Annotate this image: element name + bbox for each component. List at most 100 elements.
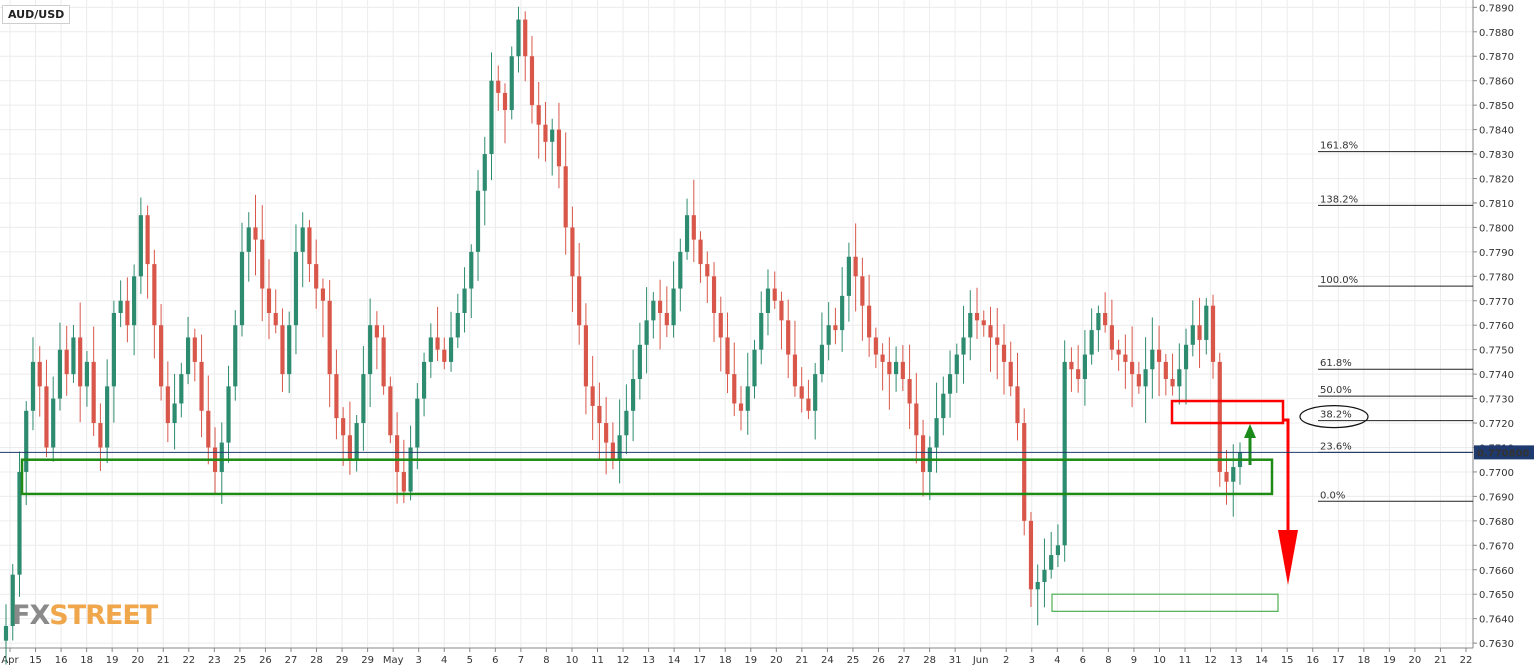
fib-label: 61.8% bbox=[1320, 358, 1352, 369]
x-tick-label: 2 bbox=[1003, 655, 1009, 666]
candle-body bbox=[947, 374, 953, 394]
candle-body bbox=[71, 337, 76, 375]
candle-body bbox=[341, 418, 346, 436]
candle-body bbox=[219, 442, 224, 472]
logo-fx: FX bbox=[12, 600, 50, 631]
y-tick-label: 0.7630 bbox=[1479, 639, 1514, 650]
candle-body bbox=[556, 129, 562, 167]
x-tick-label: 18 bbox=[719, 655, 732, 666]
candle-body bbox=[900, 361, 905, 380]
y-tick-label: 0.7740 bbox=[1479, 370, 1514, 381]
x-tick-label: 10 bbox=[566, 655, 579, 666]
candle-body bbox=[354, 423, 359, 460]
x-tick-label: 12 bbox=[617, 655, 630, 666]
candle-body bbox=[1217, 361, 1222, 472]
candle-body bbox=[988, 325, 993, 338]
y-tick-label: 0.7650 bbox=[1479, 590, 1514, 601]
x-tick-label: 28 bbox=[923, 655, 936, 666]
y-tick-label: 0.7800 bbox=[1479, 223, 1514, 234]
candle-body bbox=[590, 386, 595, 406]
candle-body bbox=[172, 403, 177, 424]
candle-body bbox=[752, 349, 757, 387]
candle-body bbox=[529, 56, 535, 106]
y-tick-label: 0.7820 bbox=[1479, 175, 1514, 186]
x-tick-label: 15 bbox=[1281, 655, 1294, 666]
candle-body bbox=[260, 239, 265, 289]
candle-body bbox=[1055, 545, 1061, 556]
candle-body bbox=[1096, 312, 1101, 331]
candle-body bbox=[1190, 325, 1195, 345]
fib-label: 0.0% bbox=[1320, 490, 1345, 501]
x-tick-label: 15 bbox=[29, 655, 42, 666]
candle-body bbox=[482, 154, 487, 191]
candle-body bbox=[1069, 361, 1074, 370]
candle-body bbox=[637, 344, 642, 380]
candle-body bbox=[894, 361, 899, 375]
candle-body bbox=[1163, 361, 1168, 380]
candle-body bbox=[583, 325, 589, 387]
candle-body bbox=[489, 80, 494, 155]
candle-body bbox=[442, 349, 447, 362]
x-tick-label: 14 bbox=[668, 655, 681, 666]
candle-body bbox=[691, 215, 696, 240]
candle-body bbox=[185, 337, 191, 375]
x-tick-label: 19 bbox=[744, 655, 757, 666]
y-tick-label: 0.7700 bbox=[1479, 468, 1514, 479]
candle-body bbox=[1130, 361, 1135, 375]
candle-body bbox=[570, 227, 575, 277]
candle-body bbox=[1042, 569, 1047, 582]
candle-body bbox=[165, 386, 170, 424]
candle-body bbox=[206, 410, 211, 448]
candle-body bbox=[819, 344, 825, 375]
candle-body bbox=[30, 361, 36, 411]
candle-body bbox=[152, 264, 157, 326]
candle-body bbox=[98, 423, 103, 448]
candle-body bbox=[293, 251, 299, 326]
x-tick-label: 25 bbox=[234, 655, 247, 666]
candle-body bbox=[610, 442, 615, 460]
x-tick-label: 31 bbox=[949, 655, 962, 666]
candle-body bbox=[651, 300, 656, 321]
y-tick-label: 0.7690 bbox=[1479, 492, 1514, 503]
x-tick-label: 7 bbox=[518, 655, 524, 666]
candle-body bbox=[374, 325, 379, 338]
candle-body bbox=[840, 295, 845, 331]
candle-body bbox=[421, 361, 427, 399]
candle-body bbox=[934, 418, 939, 448]
x-tick-label: 28 bbox=[310, 655, 323, 666]
fib-label: 161.8% bbox=[1320, 141, 1358, 152]
candle-body bbox=[1150, 349, 1155, 370]
candle-body bbox=[954, 354, 959, 375]
candle-body bbox=[759, 312, 764, 350]
candle-body bbox=[334, 374, 339, 419]
candle-body bbox=[118, 300, 123, 313]
y-tick-label: 0.7880 bbox=[1479, 28, 1514, 39]
candle-body bbox=[84, 361, 90, 387]
y-tick-label: 0.7850 bbox=[1479, 101, 1514, 112]
x-tick-label: 20 bbox=[1409, 655, 1422, 666]
candle-body bbox=[1156, 349, 1162, 362]
y-tick-label: 0.7760 bbox=[1479, 321, 1514, 332]
x-tick-label: 24 bbox=[821, 655, 834, 666]
candle-body bbox=[448, 337, 454, 362]
candle-body bbox=[10, 574, 15, 626]
candle-body bbox=[1089, 330, 1094, 355]
candle-body bbox=[428, 337, 433, 362]
candle-body bbox=[125, 300, 130, 326]
fib-label: 138.2% bbox=[1320, 194, 1358, 205]
x-tick-label: 11 bbox=[591, 655, 604, 666]
x-tick-label: 3 bbox=[416, 655, 422, 666]
x-tick-label: 6 bbox=[1080, 655, 1086, 666]
y-tick-label: 0.7720 bbox=[1479, 419, 1514, 430]
y-tick-label: 0.7640 bbox=[1479, 615, 1514, 626]
candle-body bbox=[179, 374, 184, 404]
candle-body bbox=[509, 56, 514, 111]
x-tick-label: 14 bbox=[1255, 655, 1268, 666]
candle-body bbox=[1015, 386, 1020, 424]
candle-body bbox=[51, 398, 56, 448]
x-tick-label: 8 bbox=[543, 655, 549, 666]
x-tick-label: 4 bbox=[1054, 655, 1060, 666]
candle-body bbox=[550, 129, 555, 142]
candle-body bbox=[1143, 369, 1148, 387]
x-tick-label: 3 bbox=[1029, 655, 1035, 666]
